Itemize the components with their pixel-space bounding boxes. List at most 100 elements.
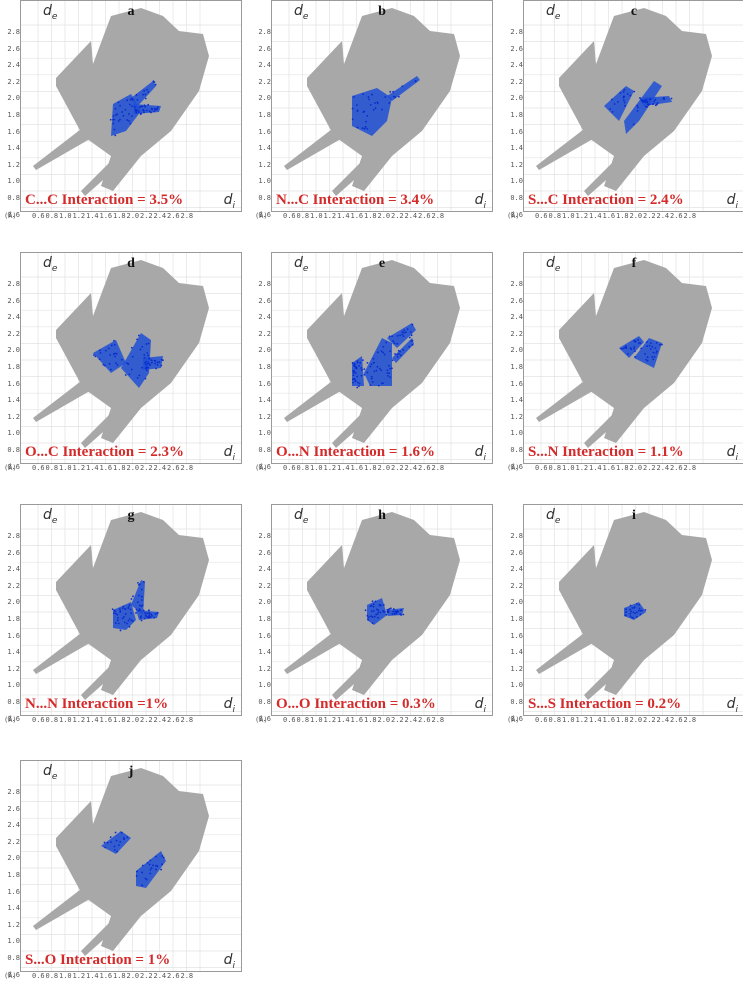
panel-letter: c	[630, 4, 638, 19]
x-tick-label: 2.6	[670, 212, 683, 220]
y-tick-label: 2.6	[258, 296, 271, 305]
data-point	[370, 363, 373, 366]
data-point	[126, 99, 129, 102]
data-point	[354, 372, 357, 374]
x-tick-label: 2.0	[126, 716, 140, 724]
data-point	[136, 376, 139, 379]
data-point	[119, 610, 122, 613]
y-tick-label: 1.8	[7, 615, 20, 623]
data-point	[644, 608, 647, 611]
y-tick-label: 0.8	[7, 194, 20, 202]
data-point	[353, 370, 356, 373]
x-tick-label: 2.2	[140, 972, 153, 980]
data-point	[146, 362, 149, 365]
y-tick-label: 0.6	[258, 462, 271, 471]
y-tick-label: 2.4	[510, 61, 523, 70]
y-tick-label: 2.6	[258, 548, 271, 557]
data-point	[402, 335, 405, 338]
data-point	[154, 362, 157, 365]
data-point	[130, 368, 133, 371]
data-point	[360, 368, 363, 371]
data-point	[633, 347, 636, 350]
data-point	[114, 355, 117, 358]
x-tick-label: 1.6	[602, 716, 616, 724]
data-point	[145, 878, 148, 881]
data-point	[356, 126, 359, 129]
y-axis-label: de	[43, 507, 57, 526]
data-point	[136, 870, 138, 873]
y-tick-label: 2.0	[510, 94, 523, 103]
data-point	[376, 102, 379, 105]
data-point	[386, 369, 389, 372]
data-point	[399, 350, 401, 353]
data-point	[143, 354, 146, 356]
data-point	[120, 358, 123, 361]
data-point	[353, 96, 356, 98]
x-axis-symbol: d	[726, 192, 736, 209]
data-point	[388, 372, 391, 375]
data-point	[636, 611, 638, 614]
data-point	[389, 376, 391, 379]
y-tick-label: 0.6	[510, 714, 523, 723]
x-axis-symbol: d	[223, 952, 233, 969]
highlight-blob	[352, 88, 392, 136]
x-tick-label: 2.2	[391, 212, 404, 220]
y-axis-label: de	[43, 763, 57, 782]
x-axis-symbol: d	[223, 696, 233, 713]
y-tick-label: 2.6	[510, 44, 523, 53]
data-point	[411, 323, 414, 326]
data-point	[396, 342, 399, 345]
data-point	[124, 608, 126, 611]
x-tick-label: 1.8	[616, 212, 629, 220]
data-point	[639, 96, 641, 99]
data-point	[109, 354, 112, 356]
data-point	[367, 618, 370, 621]
y-tick-label: 2.8	[510, 280, 523, 288]
fingerprint-gray-region	[33, 768, 209, 956]
data-point	[129, 98, 132, 101]
data-point	[366, 128, 369, 130]
highlight-blob	[143, 356, 163, 370]
data-point	[98, 358, 101, 361]
data-point	[127, 619, 130, 622]
x-tick-label: 1.0	[562, 464, 575, 472]
y-axis-subscript: e	[554, 11, 561, 22]
data-point	[141, 105, 144, 108]
y-tick-label: 2.6	[7, 44, 20, 53]
fingerprint-spike	[332, 146, 387, 196]
data-point	[147, 366, 149, 369]
data-point	[360, 366, 363, 369]
data-point	[145, 360, 148, 363]
x-tick-label: 1.4	[86, 716, 99, 724]
data-point	[140, 588, 143, 591]
data-point	[143, 111, 145, 114]
x-tick-label: 2.4	[404, 464, 418, 472]
data-point	[380, 369, 383, 372]
y-tick-label: 2.8	[7, 280, 20, 288]
data-point	[647, 103, 650, 106]
data-point	[399, 613, 402, 616]
x-tick-label: 0.6	[32, 464, 45, 472]
y-axis-subscript: e	[554, 515, 561, 526]
data-point	[393, 613, 396, 615]
data-point	[649, 97, 652, 100]
data-point	[633, 90, 636, 93]
panel-letter: e	[378, 256, 386, 271]
x-tick-label: 1.0	[59, 972, 72, 980]
y-tick-label: 2.0	[7, 94, 20, 103]
data-point	[368, 98, 370, 101]
data-point	[135, 94, 138, 96]
highlight-region	[351, 323, 416, 389]
data-point	[383, 611, 385, 613]
data-point	[371, 381, 374, 383]
data-point	[124, 613, 127, 615]
y-tick-label: 2.6	[258, 44, 271, 53]
y-axis-symbol: d	[43, 3, 52, 19]
data-point	[644, 100, 647, 103]
data-point	[353, 378, 356, 381]
data-point	[622, 99, 625, 102]
data-point	[147, 91, 150, 93]
data-point	[157, 106, 159, 109]
x-tick-label: 1.6	[99, 464, 113, 472]
data-point	[635, 615, 638, 618]
